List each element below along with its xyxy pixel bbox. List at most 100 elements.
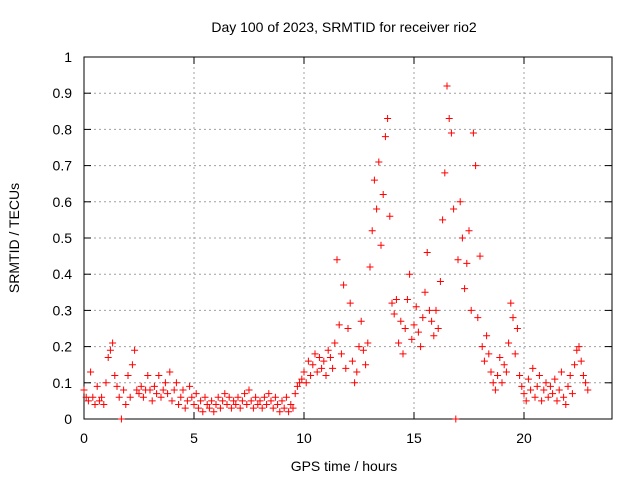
data-point <box>344 325 352 332</box>
data-point <box>582 379 590 387</box>
x-axis-label: GPS time / hours <box>291 458 398 474</box>
data-point <box>89 393 97 401</box>
data-point <box>474 314 482 322</box>
data-point <box>549 390 557 398</box>
data-point <box>223 401 231 409</box>
data-point <box>98 393 106 401</box>
data-point <box>203 401 211 409</box>
data-point <box>234 393 242 401</box>
data-point <box>304 357 312 365</box>
data-point <box>500 361 508 369</box>
data-point <box>238 397 246 405</box>
y-tick-label: 0.8 <box>53 121 73 137</box>
data-point <box>139 393 147 401</box>
axis-ticks <box>83 56 612 420</box>
data-points <box>80 82 592 423</box>
data-point <box>560 393 568 401</box>
chart-title: Day 100 of 2023, SRMTID for receiver rio… <box>211 19 477 35</box>
data-point <box>128 361 136 369</box>
data-point <box>551 375 559 383</box>
data-point <box>208 397 216 405</box>
data-point <box>315 353 323 361</box>
data-point <box>520 390 528 398</box>
data-point <box>518 382 526 390</box>
data-point <box>241 390 249 398</box>
data-point <box>340 281 348 289</box>
data-point <box>329 364 337 372</box>
data-point <box>476 252 484 260</box>
data-point <box>168 397 176 405</box>
data-point <box>95 397 103 405</box>
data-point <box>172 379 180 387</box>
data-point <box>249 404 257 412</box>
data-point <box>445 115 453 123</box>
data-point <box>322 372 330 380</box>
data-point <box>131 346 139 354</box>
data-point <box>254 401 262 409</box>
data-point <box>335 321 343 329</box>
data-point <box>496 353 504 361</box>
y-axis-label: SRMTID / TECUs <box>6 183 22 293</box>
data-point <box>542 379 550 387</box>
data-point <box>230 397 238 405</box>
data-point <box>296 379 304 387</box>
data-point <box>502 368 510 376</box>
data-point <box>146 386 154 394</box>
data-point <box>423 248 431 256</box>
data-point <box>137 382 145 390</box>
data-point <box>417 343 425 351</box>
data-point <box>302 379 310 387</box>
data-point <box>280 404 288 412</box>
gridlines <box>84 57 612 419</box>
data-point <box>186 382 194 390</box>
data-point <box>216 404 224 412</box>
data-point <box>214 393 222 401</box>
data-point <box>236 404 244 412</box>
y-tick-label: 1 <box>64 49 72 65</box>
data-point <box>133 386 141 394</box>
data-point <box>287 401 295 409</box>
data-point <box>375 158 383 166</box>
y-tick-label: 0.1 <box>53 375 73 391</box>
y-tick-label: 0.6 <box>53 194 73 210</box>
data-point <box>425 306 433 314</box>
data-point <box>293 382 301 390</box>
data-point <box>406 270 414 278</box>
x-tick-labels: 0 5 10 15 20 <box>80 430 532 446</box>
data-point <box>478 343 486 351</box>
data-point <box>467 306 475 314</box>
data-point <box>104 353 112 361</box>
data-point <box>399 350 407 358</box>
data-point <box>452 415 460 423</box>
data-point <box>443 82 451 90</box>
data-point <box>577 357 585 365</box>
data-point <box>157 393 165 401</box>
data-point <box>148 397 156 405</box>
data-point <box>181 404 189 412</box>
y-tick-label: 0.5 <box>53 230 73 246</box>
x-tick-label: 0 <box>80 430 88 446</box>
data-point <box>175 401 183 409</box>
data-point <box>524 375 532 383</box>
data-point <box>219 397 227 405</box>
data-point <box>571 361 579 369</box>
data-point <box>447 129 455 137</box>
data-point <box>179 386 187 394</box>
data-point <box>271 393 279 401</box>
data-point <box>342 364 350 372</box>
data-point <box>205 404 213 412</box>
data-point <box>432 306 440 314</box>
data-point <box>370 176 378 184</box>
data-point <box>278 397 286 405</box>
data-point <box>351 379 359 387</box>
data-point <box>544 393 552 401</box>
data-point <box>355 343 363 351</box>
data-point <box>337 350 345 358</box>
data-point <box>434 325 442 332</box>
data-point <box>100 401 108 409</box>
data-point <box>401 325 409 332</box>
data-point <box>388 299 396 307</box>
data-point <box>364 339 372 347</box>
data-point <box>456 198 464 206</box>
